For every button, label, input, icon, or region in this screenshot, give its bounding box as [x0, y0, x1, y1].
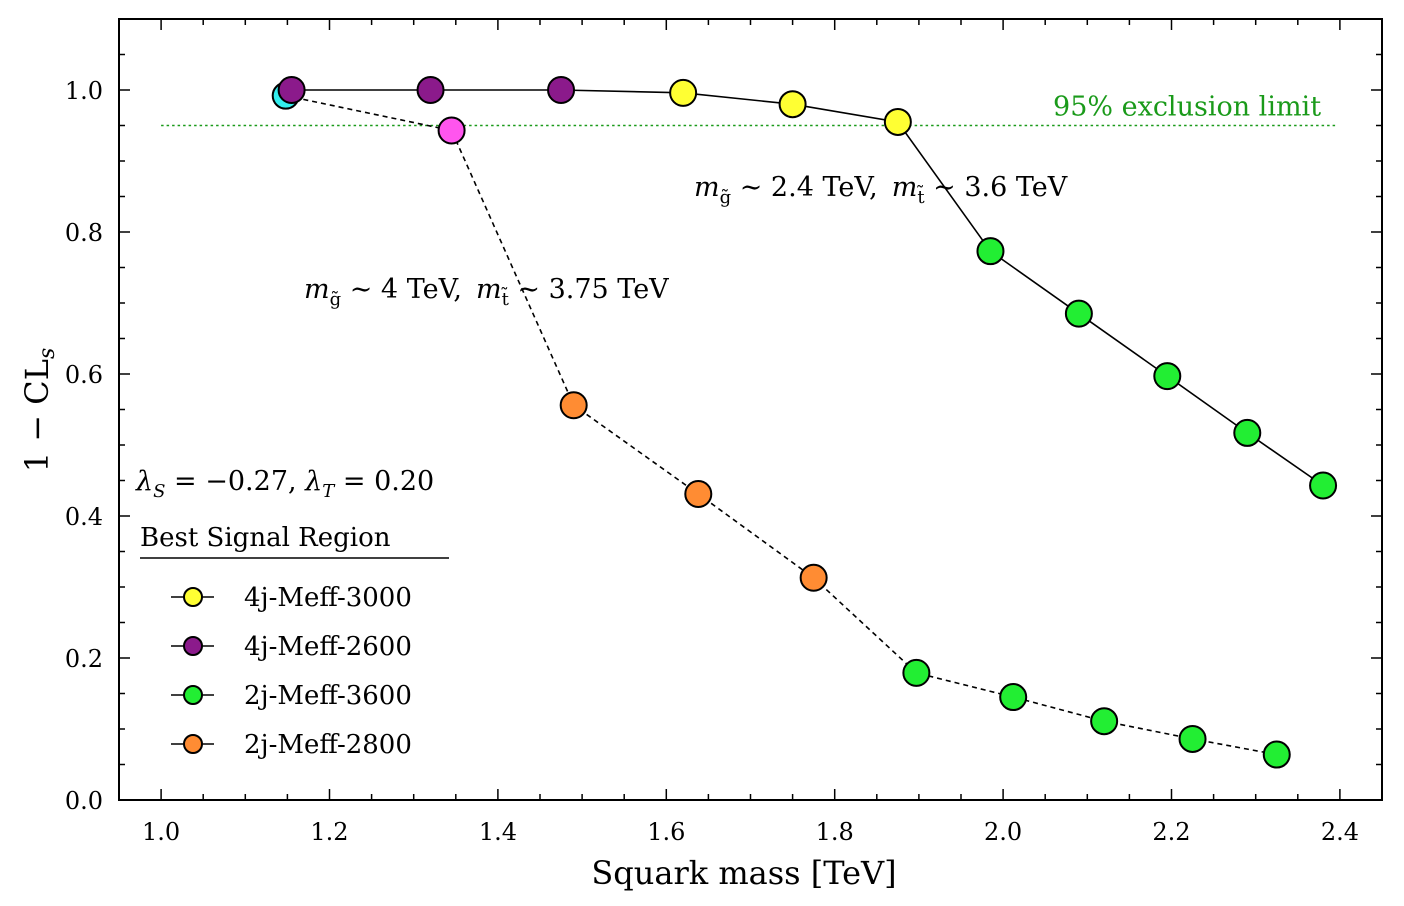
- x-tick-label: 2.4: [1321, 818, 1359, 846]
- x-tick-label: 1.2: [310, 818, 348, 846]
- x-tick-label: 1.0: [142, 818, 180, 846]
- y-tick-label: 0.8: [65, 219, 103, 247]
- dashed-m2-value: ∼ 3.75 TeV: [509, 274, 669, 305]
- legend-marker: [183, 636, 203, 656]
- dashed-m1-symbol: m: [304, 274, 330, 305]
- lambda-s-value: = −0.27,: [165, 466, 305, 497]
- legend-label: 4j-Meff-2600: [244, 632, 412, 662]
- data-point-dashed: [1090, 707, 1119, 736]
- data-point-dashed: [437, 116, 466, 145]
- data-point-solid: [1153, 362, 1182, 391]
- legend-label: 2j-Meff-3600: [244, 681, 412, 711]
- lambda-t-symbol: λ: [304, 466, 322, 497]
- dashed-m1-value: ∼ 4 TeV,: [341, 274, 462, 305]
- y-tick-label: 0.0: [65, 787, 103, 815]
- dashed-m1-sub: g̃: [330, 289, 342, 310]
- lambda-t-sub: T: [322, 481, 336, 502]
- lambda-annotation: λS = −0.27, λT = 0.20: [135, 466, 434, 502]
- legend-marker: [183, 685, 203, 705]
- data-point-solid: [1064, 299, 1093, 328]
- dashed-m2-symbol: m: [476, 274, 502, 305]
- data-point-solid: [277, 76, 306, 104]
- data-point-dashed: [799, 563, 828, 592]
- solid-curve-annotation: mg̃ ∼ 2.4 TeV, mt̃ ∼ 3.6 TeV: [694, 172, 1068, 208]
- y-tick-label: 0.4: [65, 503, 103, 531]
- x-tick-label: 2.2: [1152, 818, 1190, 846]
- data-point-dashed: [684, 479, 713, 508]
- dashed-curve-annotation: mg̃ ∼ 4 TeV, mt̃ ∼ 3.75 TeV: [304, 274, 669, 310]
- data-point-solid: [976, 237, 1005, 266]
- lambda-t-value: = 0.20: [334, 466, 434, 497]
- x-tick-label: 1.8: [816, 818, 854, 846]
- data-point-dashed: [999, 683, 1028, 712]
- series-line-dashed: [285, 94, 1277, 756]
- x-axis-label: Squark mass [TeV]: [591, 854, 896, 892]
- y-axis-label-sub: s: [35, 348, 60, 359]
- data-point-solid: [778, 90, 807, 119]
- data-point-solid: [1233, 418, 1262, 447]
- solid-m1-sub: g̃: [720, 187, 732, 208]
- data-point-dashed: [559, 391, 588, 420]
- y-axis-label-main: 1 − CL: [18, 359, 56, 472]
- x-tick-label: 2.0: [984, 818, 1022, 846]
- data-point-solid: [883, 107, 912, 136]
- x-tick-label: 1.4: [479, 818, 517, 846]
- lambda-s-sub: S: [153, 481, 165, 502]
- solid-m2-sub: t̃: [917, 185, 926, 208]
- legend-marker: [183, 734, 203, 754]
- data-point-dashed: [1178, 724, 1207, 753]
- legend-label: 2j-Meff-2800: [244, 730, 412, 760]
- legend-marker: [183, 587, 203, 607]
- legend: Best Signal Region 4j-Meff-3000 4j-Meff-2…: [140, 523, 449, 760]
- legend-label: 4j-Meff-3000: [244, 583, 412, 613]
- ticks: [118, 18, 1383, 801]
- lambda-s-symbol: λ: [135, 466, 153, 497]
- y-axis-label: 1 − CLs: [18, 348, 60, 473]
- data-point-dashed: [1262, 740, 1291, 769]
- y-tick-label: 0.2: [65, 645, 103, 673]
- data-point-solid: [547, 76, 576, 104]
- legend-title: Best Signal Region: [140, 523, 391, 553]
- series-points: [271, 76, 1338, 769]
- y-tick-label: 1.0: [65, 77, 103, 105]
- x-tick-label: 1.6: [647, 818, 685, 846]
- exclusion-limit-label: 95% exclusion limit: [1053, 92, 1321, 123]
- solid-m1-symbol: m: [694, 172, 720, 203]
- tick-labels: 1.0 1.2 1.4 1.6 1.8 2.0 2.2 2.4 0.0 0.2 0.4 0.6 0.8 1…: [65, 77, 1359, 846]
- solid-m2-value: ∼ 3.6 TeV: [925, 172, 1068, 203]
- data-point-solid: [1309, 471, 1338, 500]
- legend-entries: 4j-Meff-3000 4j-Meff-2600 2j-Meff-3600 2j-M…: [171, 583, 412, 760]
- data-point-solid: [669, 78, 698, 107]
- data-point-dashed: [902, 658, 931, 687]
- solid-m2-symbol: m: [892, 172, 918, 203]
- dashed-m2-sub: t̃: [501, 287, 510, 310]
- data-point-solid: [416, 76, 445, 104]
- y-tick-label: 0.6: [65, 361, 103, 389]
- solid-m1-value: ∼ 2.4 TeV,: [731, 172, 878, 203]
